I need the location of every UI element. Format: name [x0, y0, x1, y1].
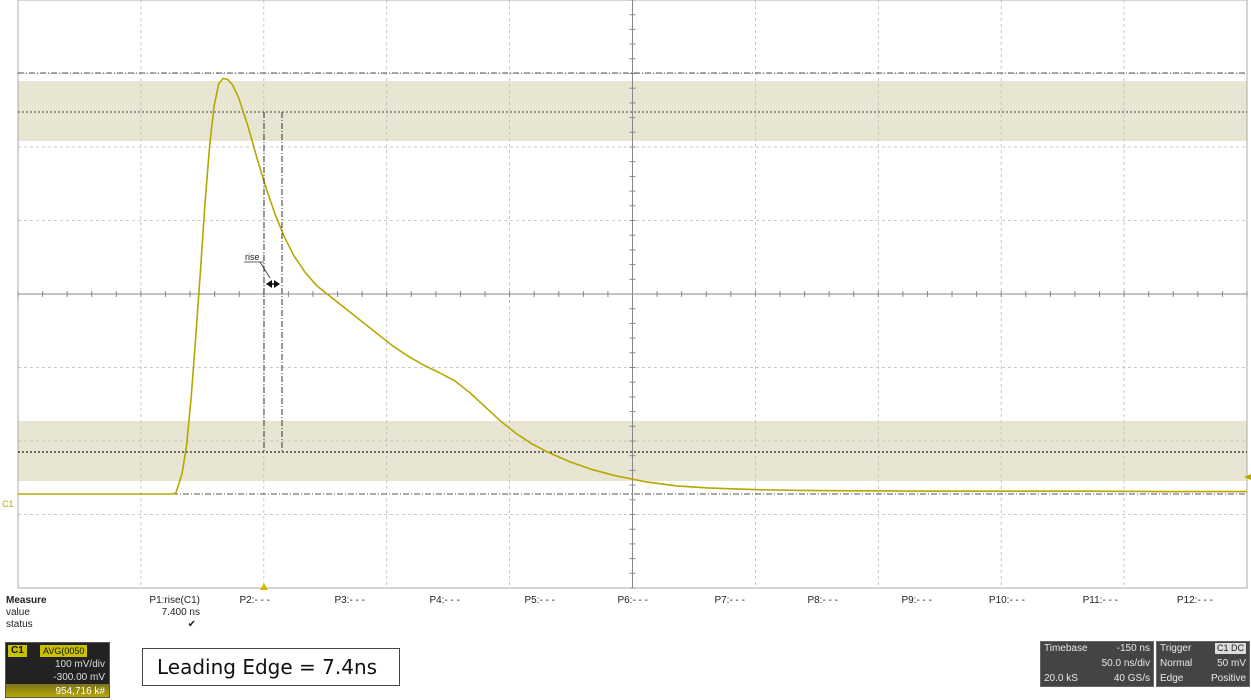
channel-tag: C1	[8, 645, 27, 657]
measure-param-name[interactable]: P6:- - -	[617, 595, 648, 606]
measure-heading: Measure	[6, 595, 47, 606]
time-per-div: 50.0 ns/div	[1101, 658, 1150, 669]
reference-levels	[18, 72, 1247, 495]
measure-param-name[interactable]: P4:- - -	[429, 595, 460, 606]
measure-param-name[interactable]: P1:rise(C1)	[149, 595, 200, 606]
trigger-source: C1 DC	[1214, 643, 1246, 654]
measure-param-name[interactable]: P12:- - -	[1176, 595, 1213, 606]
measure-param-name[interactable]: P5:- - -	[524, 595, 555, 606]
channel-1-descriptor[interactable]: C1 AVG(0050 100 mV/div -300.00 mV 954,71…	[5, 642, 110, 698]
measure-param-name[interactable]: P9:- - -	[901, 595, 932, 606]
status-row-label: status	[6, 619, 33, 630]
measure-param-name[interactable]: P7:- - -	[714, 595, 745, 606]
measure-param-name[interactable]: P3:- - -	[334, 595, 365, 606]
measure-param-status: ✔	[187, 619, 196, 630]
trigger-label: Trigger	[1160, 643, 1192, 654]
leading-edge-annotation: Leading Edge = 7.4ns	[142, 648, 400, 686]
timebase-label: Timebase	[1044, 643, 1088, 654]
value-row-label: value	[6, 607, 30, 618]
trigger-descriptor[interactable]: Trigger C1 DC Normal 50 mV Edge Positive	[1156, 641, 1250, 687]
measure-param-value: 7.400 ns	[161, 607, 200, 618]
channel-1-ground-marker: C1	[2, 499, 14, 509]
measure-param-name[interactable]: P10:- - -	[988, 595, 1025, 606]
rise-label: rise	[245, 252, 260, 262]
rise-label-leader	[259, 261, 271, 279]
sample-rate: 40 GS/s	[1113, 673, 1150, 684]
channel-offset: -300.00 mV	[53, 672, 105, 683]
rise-arrow-left-icon	[266, 280, 272, 288]
scope-markers: C1	[2, 474, 1251, 590]
graticule-grid	[17, 0, 1248, 589]
timebase-delay: -150 ns	[1116, 643, 1150, 654]
sample-count: 20.0 kS	[1044, 673, 1078, 684]
trigger-mode: Normal	[1160, 658, 1193, 669]
channel-1-trace	[18, 77, 1247, 495]
average-badge: AVG(0050	[40, 645, 88, 657]
trigger-slope: Positive	[1210, 673, 1246, 684]
measure-param-name[interactable]: P8:- - -	[807, 595, 838, 606]
measure-table: Measure value status P1:rise(C1) 7.400 ns…	[0, 595, 1251, 640]
timebase-descriptor[interactable]: Timebase -150 ns 50.0 ns/div 20.0 kS 40 …	[1040, 641, 1154, 687]
trigger-level: 50 mV	[1217, 658, 1246, 669]
volts-per-div: 100 mV/div	[54, 659, 105, 670]
measure-param-name[interactable]: P2:- - -	[239, 595, 270, 606]
waveform-display[interactable]: rise C1	[0, 0, 1251, 590]
sweep-count: 954,716 k#	[55, 686, 106, 697]
rise-arrow-right-icon	[274, 280, 280, 288]
trigger-level-arrow-icon	[1244, 474, 1251, 480]
rise-time-cursors[interactable]: rise	[244, 112, 283, 452]
trigger-time-marker-icon	[260, 583, 268, 590]
trigger-type: Edge	[1160, 673, 1184, 684]
measure-param-name[interactable]: P11:- - -	[1082, 595, 1118, 606]
